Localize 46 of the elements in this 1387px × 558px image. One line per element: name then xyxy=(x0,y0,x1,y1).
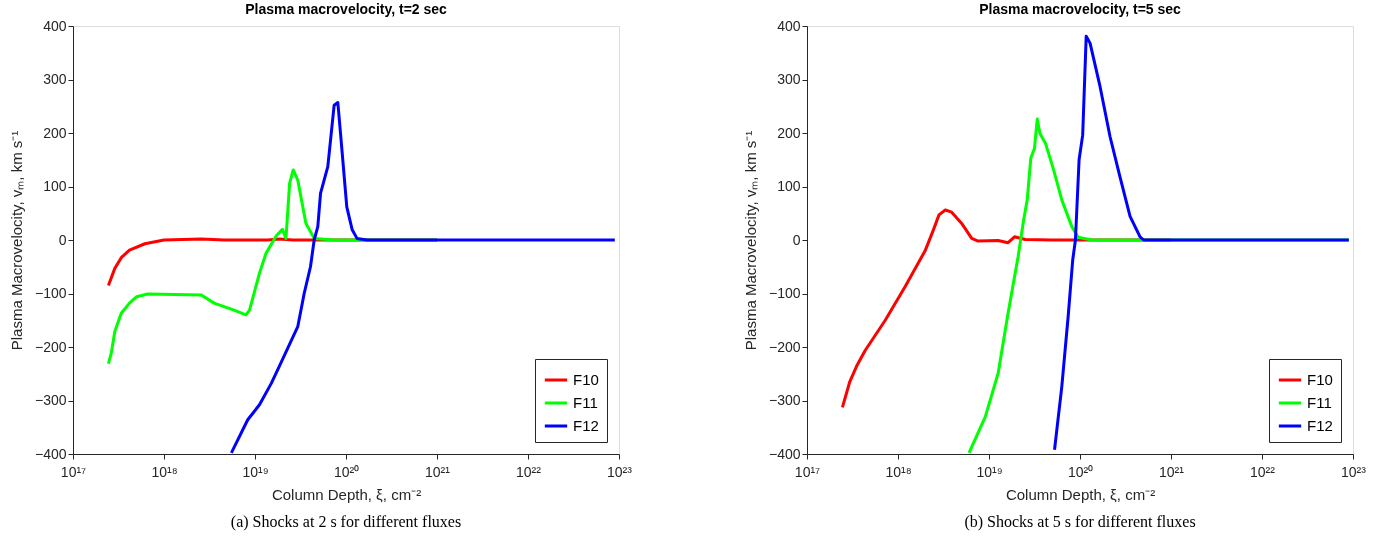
y-tick-label: 300 xyxy=(777,71,801,87)
x-tick-label: 10¹⁷ xyxy=(60,463,87,480)
y-axis-title: Plasma Macrovelocity, vₘ, km s⁻¹ xyxy=(7,130,25,351)
x-tick-label: 10²³ xyxy=(607,463,633,480)
y-tick-label: 200 xyxy=(777,124,801,141)
legend-label: F10 xyxy=(1307,371,1333,388)
y-tick-label: −100 xyxy=(34,285,67,301)
legend-label: F10 xyxy=(573,371,599,388)
legend-label: F11 xyxy=(1307,394,1332,411)
x-tick-label: 10²² xyxy=(516,463,542,480)
y-tick-label: 400 xyxy=(777,17,801,34)
x-tick-label: 10²⁰ xyxy=(1067,463,1094,480)
y-tick-label: 300 xyxy=(43,71,67,87)
y-tick-label: −200 xyxy=(768,338,801,355)
y-tick-label: −100 xyxy=(768,285,801,301)
legend-label: F11 xyxy=(573,394,598,411)
y-axis-title: Plasma Macrovelocity, vₘ, km s⁻¹ xyxy=(741,130,759,351)
text: (a) Shocks at 2 s for different fluxes xyxy=(230,513,462,531)
x-tick-label: 10²³ xyxy=(1341,463,1367,480)
y-tick-label: −300 xyxy=(34,392,67,408)
y-tick-label: 200 xyxy=(43,124,67,141)
x-axis-title: Column Depth, ξ, cm⁻² xyxy=(1005,485,1156,503)
y-tick-label: 100 xyxy=(777,178,801,194)
y-tick-label: 0 xyxy=(58,231,67,248)
y-tick-label: 400 xyxy=(43,17,67,34)
chart-title: Plasma macrovelocity, t=5 sec xyxy=(979,1,1182,17)
y-tick-label: −300 xyxy=(768,392,801,408)
x-tick-label: 10²² xyxy=(1250,463,1276,480)
x-tick-label: 10¹⁷ xyxy=(794,463,821,480)
x-tick-label: 10¹⁹ xyxy=(242,463,269,480)
text: (b) Shocks at 5 s for different fluxes xyxy=(964,513,1196,531)
y-tick-label: 0 xyxy=(792,231,801,248)
y-tick-label: 100 xyxy=(43,178,67,194)
y-tick-label: −400 xyxy=(34,445,67,462)
x-tick-label: 10¹⁸ xyxy=(151,463,178,480)
x-tick-label: 10²¹ xyxy=(1159,463,1185,480)
legend-label: F12 xyxy=(573,417,599,434)
x-tick-label: 10²¹ xyxy=(425,463,451,480)
x-tick-label: 10¹⁹ xyxy=(976,463,1003,480)
x-tick-label: 10²⁰ xyxy=(333,463,360,480)
y-tick-label: −200 xyxy=(34,338,67,355)
legend-label: F12 xyxy=(1307,417,1333,434)
x-tick-label: 10¹⁸ xyxy=(885,463,912,480)
chart-title: Plasma macrovelocity, t=2 sec xyxy=(245,1,448,17)
x-axis-title: Column Depth, ξ, cm⁻² xyxy=(271,485,422,503)
y-tick-label: −400 xyxy=(768,445,801,462)
